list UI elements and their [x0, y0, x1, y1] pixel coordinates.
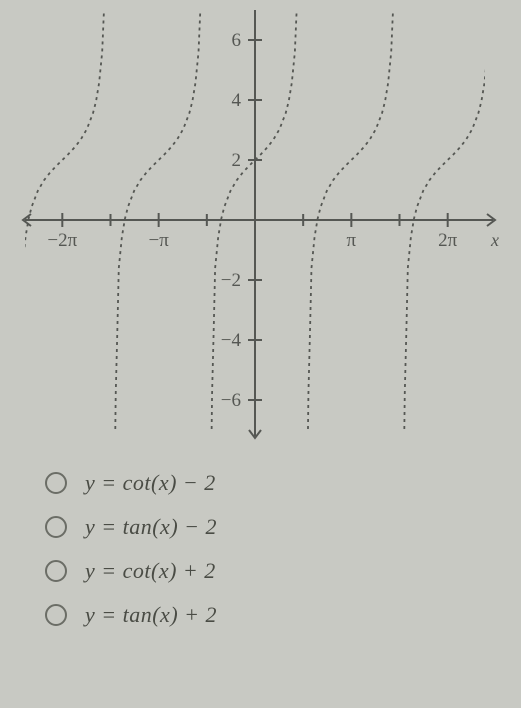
graph-chart: −2π −π π 2π 6 4 2 −2 −4 −6 x: [20, 10, 510, 440]
svg-text:−2: −2: [221, 270, 241, 291]
svg-text:4: 4: [232, 90, 242, 111]
answer-options: y = cot(x) − 2 y = tan(x) − 2 y = cot(x)…: [45, 470, 511, 628]
question-container: −2π −π π 2π 6 4 2 −2 −4 −6 x y = cot(x) − 2 y = ta…: [0, 0, 521, 708]
svg-text:−2π: −2π: [47, 230, 77, 251]
radio-icon: [45, 604, 67, 626]
option-4[interactable]: y = tan(x) + 2: [45, 602, 511, 628]
option-3-label: y = cot(x) + 2: [85, 558, 216, 584]
option-1-label: y = cot(x) − 2: [85, 470, 216, 496]
svg-text:2: 2: [232, 150, 242, 171]
svg-text:−π: −π: [149, 230, 170, 251]
svg-text:2π: 2π: [438, 230, 458, 251]
radio-icon: [45, 516, 67, 538]
svg-text:π: π: [347, 230, 357, 251]
radio-icon: [45, 560, 67, 582]
option-3[interactable]: y = cot(x) + 2: [45, 558, 511, 584]
option-4-label: y = tan(x) + 2: [85, 602, 217, 628]
radio-icon: [45, 472, 67, 494]
chart-svg: −2π −π π 2π 6 4 2 −2 −4 −6 x: [20, 10, 510, 440]
svg-text:−6: −6: [221, 390, 241, 411]
option-1[interactable]: y = cot(x) − 2: [45, 470, 511, 496]
svg-text:6: 6: [232, 30, 242, 51]
option-2[interactable]: y = tan(x) − 2: [45, 514, 511, 540]
svg-text:x: x: [490, 230, 499, 250]
option-2-label: y = tan(x) − 2: [85, 514, 217, 540]
svg-text:−4: −4: [221, 330, 242, 351]
